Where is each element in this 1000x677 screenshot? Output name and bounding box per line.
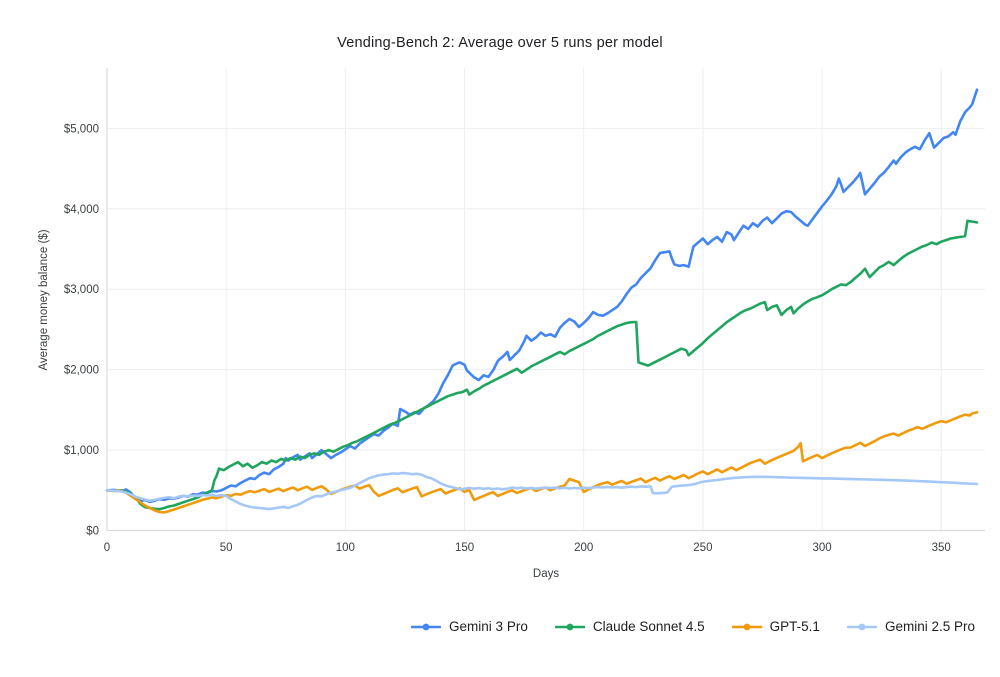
x-tick-label: 250: [693, 542, 712, 554]
legend-label: Gemini 3 Pro: [449, 619, 528, 634]
legend-label: Gemini 2.5 Pro: [884, 619, 975, 634]
x-axis-title: Days: [532, 568, 560, 580]
legend-item-claude-sonnet-4-5[interactable]: Claude Sonnet 4.5: [554, 619, 705, 634]
legend-item-gemini-2-5-pro[interactable]: Gemini 2.5 Pro: [846, 619, 975, 634]
series-line-gemini-3-pro: [105, 88, 979, 504]
legend-line-marker-icon: [846, 623, 877, 630]
chart-title: Vending-Bench 2: Average over 5 runs per…: [337, 35, 663, 51]
y-tick-label: $2,000: [64, 365, 99, 377]
x-tick-label: 50: [220, 542, 233, 554]
legend-line-marker-icon: [731, 623, 762, 630]
series-line-gemini-2-5-pro: [105, 471, 979, 511]
x-tick-label: 100: [336, 542, 355, 554]
legend-label: Claude Sonnet 4.5: [592, 619, 705, 634]
x-tick-label: 0: [104, 542, 110, 554]
legend-line-marker-icon: [411, 623, 442, 630]
legend-line-marker-icon: [554, 623, 585, 630]
x-tick-label: 300: [812, 542, 831, 554]
legend-item-gemini-3-pro[interactable]: Gemini 3 Pro: [411, 619, 528, 634]
y-tick-label: $3,000: [64, 284, 99, 296]
x-tick-label: 200: [574, 542, 593, 554]
legend-label: GPT-5.1: [769, 619, 820, 634]
y-tick-label: $0: [86, 526, 99, 538]
legend-item-gpt-5-1[interactable]: GPT-5.1: [731, 619, 820, 634]
y-tick-label: $1,000: [64, 445, 99, 457]
x-tick-label: 350: [932, 542, 951, 554]
chart-legend: Gemini 3 Pro Claude Sonnet 4.5 GPT-5.1 Gemi…: [411, 619, 975, 634]
y-tick-label: $4,000: [64, 204, 99, 216]
x-tick-label: 150: [455, 542, 474, 554]
chart-plot: 0 50 100 150 200 250 300 350 $0 $1,000 $2,000 $3,00…: [64, 68, 985, 554]
y-tick-label: $5,000: [64, 123, 99, 135]
series-line-claude-sonnet-4-5: [105, 219, 979, 511]
